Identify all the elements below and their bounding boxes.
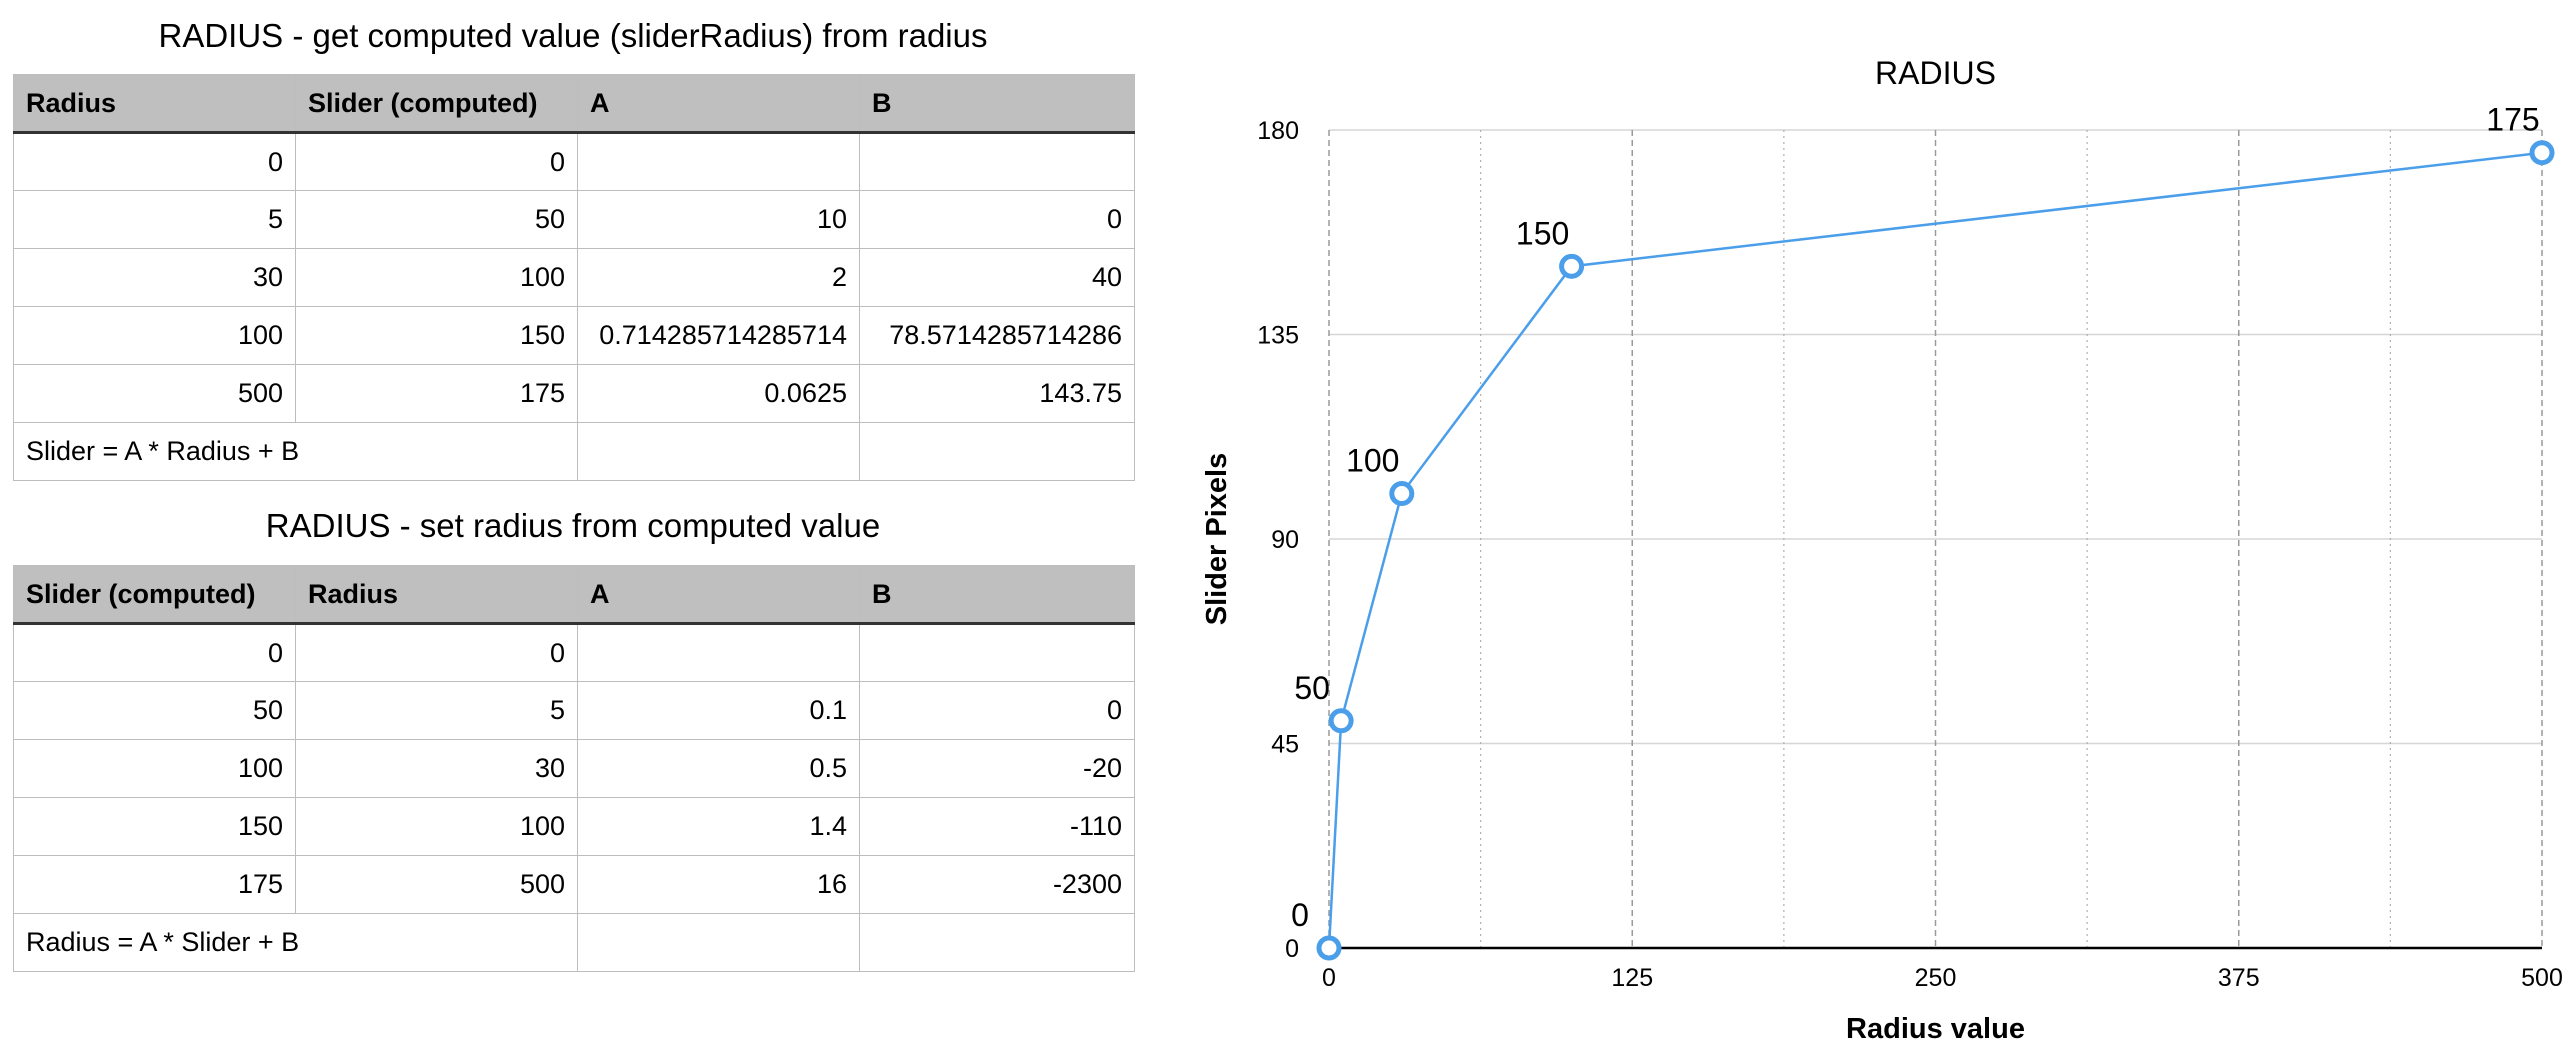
table-cell: 143.75 [859,364,1135,423]
table-cell: 100 [13,739,296,798]
column-header: B [859,74,1135,134]
table2-title: RADIUS - set radius from computed value [265,507,881,544]
table-cell: 100 [295,797,578,856]
table-cell: 0.1 [577,681,860,740]
table-cell: -20 [859,739,1135,798]
table-cell: 175 [13,855,296,914]
data-point [1316,935,1342,961]
table-cell: 175 [295,364,578,423]
data-label: 175 [2486,102,2539,138]
formula-row: Radius = A * Slider + B [13,913,1135,972]
column-header: Radius [13,74,296,134]
chart-title: RADIUS [1875,55,1996,91]
table-cell: 0 [859,190,1135,249]
table-header-row: Slider (computed) Radius A B [13,565,1135,625]
y-tick-label: 45 [1271,731,1299,759]
x-tick-label: 375 [2218,964,2260,992]
table-cell: 0 [859,681,1135,740]
y-tick-label: 180 [1257,117,1299,145]
x-tick-label: 250 [1915,964,1957,992]
table-cell: 500 [295,855,578,914]
y-tick-label: 135 [1257,322,1299,350]
table-cell: 150 [13,797,296,856]
table-cell: 5 [13,190,296,249]
table-row: 30 100 2 40 [13,248,1135,307]
table-cell: 1.4 [577,797,860,856]
table-header-row: Radius Slider (computed) A B [13,74,1135,134]
table-row: 175 500 16 -2300 [13,855,1135,914]
table-row: 100 150 0.714285714285714 78.5714285714286 [13,306,1135,365]
table-cell: 50 [295,190,578,249]
table-row: 5 50 10 0 [13,190,1135,249]
table-cell: 0 [13,623,296,682]
y-tick-label: 90 [1271,526,1299,554]
table-row: 50 5 0.1 0 [13,681,1135,740]
x-tick-label: 125 [1611,964,1653,992]
table-cell: 30 [13,248,296,307]
table-cell: 50 [13,681,296,740]
column-header: A [577,565,860,625]
table-cell: 30 [295,739,578,798]
table-cell: 10 [577,190,860,249]
y-axis-label: Slider Pixels [1201,453,1233,626]
column-header: B [859,565,1135,625]
data-point [1328,708,1354,734]
y-tick-label: 0 [1285,935,1299,963]
table-cell [859,623,1135,682]
empty-cell [577,913,860,972]
empty-cell [577,422,860,481]
table-cell: 150 [295,306,578,365]
table-cell [577,132,860,191]
column-header: Slider (computed) [295,74,578,134]
table1-title: RADIUS - get computed value (sliderRadiu… [158,17,988,54]
x-axis-label: Radius value [1846,1013,2025,1045]
table-cell: -110 [859,797,1135,856]
table-cell: 0 [295,132,578,191]
data-label: 50 [1294,670,1330,706]
x-tick-label: 500 [2521,964,2563,992]
table-cell [859,132,1135,191]
table-cell [577,623,860,682]
table-radius-from-slider: Slider (computed) Radius A B 0 0 50 5 0.1 0 100 30… [13,565,1135,972]
table-cell: 500 [13,364,296,423]
table-row: 500 175 0.0625 143.75 [13,364,1135,423]
table-cell: 78.5714285714286 [859,306,1135,365]
empty-cell [859,422,1135,481]
table-cell: 40 [859,248,1135,307]
table-row: 100 30 0.5 -20 [13,739,1135,798]
table-cell: 0 [295,623,578,682]
x-tick-label: 0 [1322,964,1336,992]
data-label: 0 [1291,897,1309,933]
empty-cell [859,913,1135,972]
data-label: 100 [1346,443,1399,479]
table-cell: 0 [13,132,296,191]
data-point [1559,253,1585,279]
formula-cell: Radius = A * Slider + B [13,913,578,972]
formula-cell: Slider = A * Radius + B [13,422,578,481]
data-point [1389,481,1415,507]
data-label: 150 [1516,215,1569,251]
column-header: A [577,74,860,134]
table-cell: -2300 [859,855,1135,914]
table-row: 150 100 1.4 -110 [13,797,1135,856]
table-cell: 2 [577,248,860,307]
data-point [2529,140,2555,166]
table-cell: 0.0625 [577,364,860,423]
formula-row: Slider = A * Radius + B [13,422,1135,481]
table-cell: 0.714285714285714 [577,306,860,365]
table-slider-from-radius: Radius Slider (computed) A B 0 0 5 50 10 0 30 100 2… [13,74,1135,481]
table-cell: 5 [295,681,578,740]
table-cell: 100 [13,306,296,365]
column-header: Radius [295,565,578,625]
column-header: Slider (computed) [13,565,296,625]
table-cell: 16 [577,855,860,914]
table-cell: 0.5 [577,739,860,798]
table-cell: 100 [295,248,578,307]
